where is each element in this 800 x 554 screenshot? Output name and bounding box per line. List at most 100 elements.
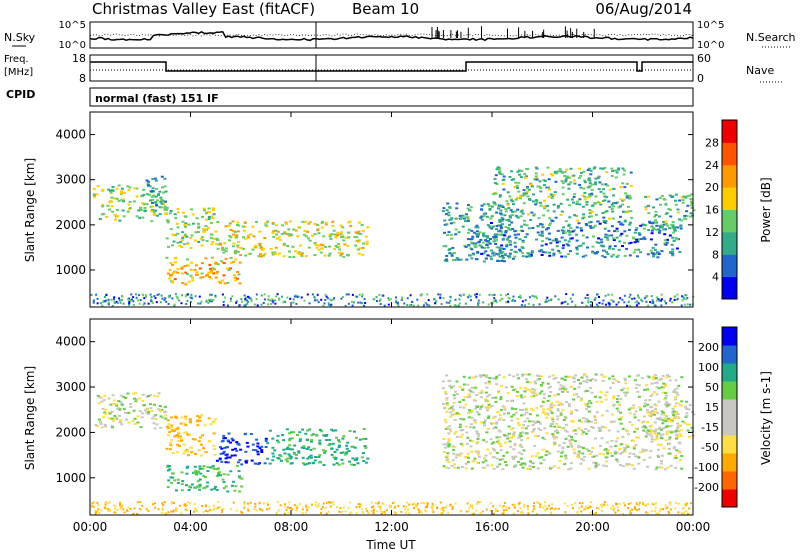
velocity-cell xyxy=(186,450,189,453)
velocity-near-range-cell xyxy=(604,501,606,503)
power-cell xyxy=(323,245,327,248)
power-cell xyxy=(335,246,339,249)
velocity-cell xyxy=(578,382,582,385)
velocity-cell xyxy=(649,431,653,434)
velocity-near-range-cell xyxy=(439,501,442,504)
velocity-near-range-cell xyxy=(416,505,418,508)
velocity-cell xyxy=(606,452,610,455)
power-near-range-cell xyxy=(477,299,480,302)
power-cell xyxy=(546,209,550,212)
velocity-cell xyxy=(568,434,571,437)
power-cell xyxy=(311,234,314,237)
velocity-cell xyxy=(244,450,248,453)
velocity-cell xyxy=(651,411,655,414)
velocity-cell xyxy=(197,471,201,474)
power-cell xyxy=(347,231,351,234)
power-near-range-cell xyxy=(223,296,226,299)
colorbar-tick-label: 8 xyxy=(712,248,719,261)
velocity-cell xyxy=(447,445,451,448)
velocity-cell xyxy=(476,410,480,413)
power-near-range-cell xyxy=(344,304,347,307)
velocity-near-range-cell xyxy=(532,509,535,512)
power-cell xyxy=(621,245,624,247)
velocity-cell xyxy=(230,454,234,457)
power-cell xyxy=(509,248,513,251)
power-near-range-cell xyxy=(397,304,400,307)
velocity-cell xyxy=(468,426,472,429)
power-cell xyxy=(527,188,531,191)
power-near-range-cell xyxy=(602,299,605,302)
velocity-cell xyxy=(318,428,322,431)
velocity-cell xyxy=(603,375,607,378)
velocity-near-range-cell xyxy=(393,511,396,514)
power-cell xyxy=(508,235,512,238)
power-cell xyxy=(508,223,511,226)
velocity-cell xyxy=(206,470,210,472)
power-cell xyxy=(207,207,211,210)
velocity-near-range-cell xyxy=(475,509,478,512)
velocity-cell xyxy=(538,456,542,459)
power-cell xyxy=(504,230,508,233)
velocity-cell xyxy=(187,489,191,491)
power-cell xyxy=(579,171,583,174)
velocity-cell xyxy=(520,446,524,448)
velocity-cell xyxy=(301,462,305,465)
power-near-range-cell xyxy=(477,304,480,306)
power-cell xyxy=(576,219,580,222)
velocity-cell xyxy=(220,460,224,463)
colorbar-tick-label: 16 xyxy=(705,204,719,217)
velocity-near-range-cell xyxy=(153,502,156,505)
power-near-range-cell xyxy=(598,301,601,304)
velocity-cell xyxy=(146,408,150,411)
velocity-cell xyxy=(510,399,513,402)
velocity-cell xyxy=(443,391,447,393)
velocity-cell xyxy=(590,426,594,428)
velocity-cell xyxy=(600,373,604,376)
velocity-cell xyxy=(663,397,667,400)
y-tick-label: 1000 xyxy=(55,471,86,485)
velocity-cell xyxy=(529,389,533,392)
velocity-cell xyxy=(675,437,679,440)
power-cell xyxy=(542,205,546,208)
velocity-cell xyxy=(679,459,682,461)
velocity-cell xyxy=(523,413,526,416)
velocity-cell xyxy=(469,423,473,426)
velocity-cell xyxy=(230,437,234,440)
power-near-range-cell xyxy=(207,301,210,304)
power-near-range-cell xyxy=(671,301,674,304)
velocity-cell xyxy=(661,374,665,377)
velocity-cell xyxy=(513,443,517,445)
power-cell xyxy=(236,244,240,247)
power-cell xyxy=(241,247,245,250)
velocity-cell xyxy=(142,404,146,407)
power-cell xyxy=(266,220,270,223)
velocity-near-range-cell xyxy=(420,511,423,514)
velocity-cell xyxy=(222,473,226,476)
power-cell xyxy=(552,252,556,255)
velocity-cell xyxy=(448,380,452,382)
power-cell xyxy=(514,181,518,184)
velocity-cell xyxy=(256,450,260,453)
velocity-cell xyxy=(337,463,341,466)
velocity-near-range-cell xyxy=(682,511,685,514)
velocity-cell xyxy=(445,397,449,400)
power-near-range-cell xyxy=(520,304,523,307)
velocity-near-range-cell xyxy=(614,511,617,514)
velocity-cell xyxy=(486,448,490,451)
velocity-cell xyxy=(510,415,514,418)
freq-tick-low: 8 xyxy=(79,72,86,85)
power-cell xyxy=(689,212,693,215)
velocity-cell xyxy=(127,421,131,424)
power-cell xyxy=(480,208,484,211)
velocity-cell xyxy=(569,443,573,446)
power-cell xyxy=(490,249,493,252)
power-near-range-cell xyxy=(210,299,213,301)
power-near-range-cell xyxy=(507,293,509,296)
power-cell xyxy=(476,235,479,238)
velocity-cell xyxy=(282,439,286,442)
power-cell xyxy=(554,216,558,219)
velocity-cell xyxy=(646,403,649,406)
power-cell xyxy=(127,203,131,206)
power-cell xyxy=(606,253,610,255)
velocity-cell xyxy=(690,411,694,413)
